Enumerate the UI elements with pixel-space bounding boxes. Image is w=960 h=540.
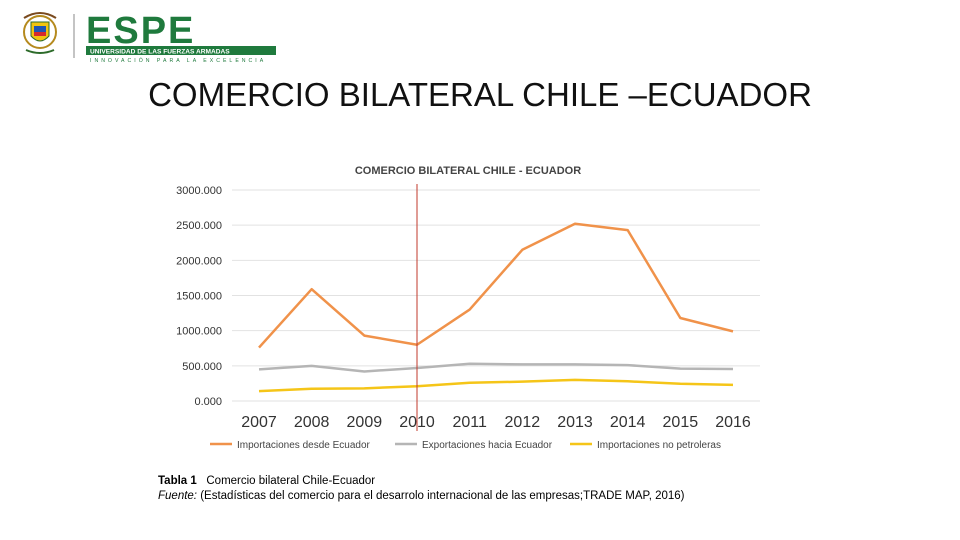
y-tick-label: 3000.000	[176, 185, 222, 197]
x-tick-label: 2011	[452, 414, 487, 431]
x-tick-label: 2008	[294, 414, 330, 431]
x-tick-label: 2016	[715, 414, 751, 431]
x-tick-label: 2007	[241, 414, 277, 431]
x-tick-label: 2014	[610, 414, 646, 431]
source-label: Fuente:	[158, 490, 197, 502]
y-tick-label: 1000.000	[176, 326, 222, 338]
x-tick-label: 2012	[505, 414, 541, 431]
x-tick-label: 2009	[347, 414, 383, 431]
caption-text: Comercio bilateral Chile-Ecuador	[206, 475, 376, 487]
logo-subtitle: UNIVERSIDAD DE LAS FUERZAS ARMADAS	[90, 49, 230, 56]
source-line: Fuente: (Estadísticas del comercio para …	[158, 489, 685, 504]
series-line	[258, 362, 734, 373]
source-text: (Estadísticas del comercio para el desar…	[200, 490, 685, 502]
espe-logo: ESPE UNIVERSIDAD DE LAS FUERZAS ARMADAS …	[14, 10, 284, 65]
logo-wordmark: ESPE	[86, 10, 195, 52]
table-caption: Tabla 1 Comercio bilateral Chile-Ecuador…	[158, 474, 685, 504]
espe-logo-graphic: ESPE UNIVERSIDAD DE LAS FUERZAS ARMADAS …	[23, 10, 276, 64]
y-tick-label: 1500.000	[176, 291, 222, 303]
bilateral-trade-line-chart: COMERCIO BILATERAL CHILE - ECUADOR 3000.…	[176, 165, 760, 451]
legend-label: Exportaciones hacia Ecuador	[422, 440, 553, 451]
slide-title: COMERCIO BILATERAL CHILE –ECUADOR	[148, 76, 812, 113]
crest-icon	[23, 12, 57, 54]
y-tick-label: 2500.000	[176, 220, 222, 232]
legend-label: Importaciones desde Ecuador	[237, 440, 371, 451]
series-line	[258, 378, 734, 393]
series-line	[258, 222, 734, 349]
chart-title: COMERCIO BILATERAL CHILE - ECUADOR	[355, 165, 581, 177]
y-tick-label: 0.000	[194, 396, 222, 408]
caption-label: Tabla 1	[158, 475, 197, 487]
x-tick-label: 2013	[557, 414, 593, 431]
logo-tagline: INNOVACIÓN PARA LA EXCELENCIA	[90, 57, 266, 64]
legend-label: Importaciones no petroleras	[597, 440, 721, 451]
caption-line: Tabla 1 Comercio bilateral Chile-Ecuador	[158, 474, 685, 489]
x-tick-label: 2015	[663, 414, 699, 431]
y-tick-label: 2000.000	[176, 255, 222, 267]
y-tick-label: 500.000	[182, 361, 222, 373]
